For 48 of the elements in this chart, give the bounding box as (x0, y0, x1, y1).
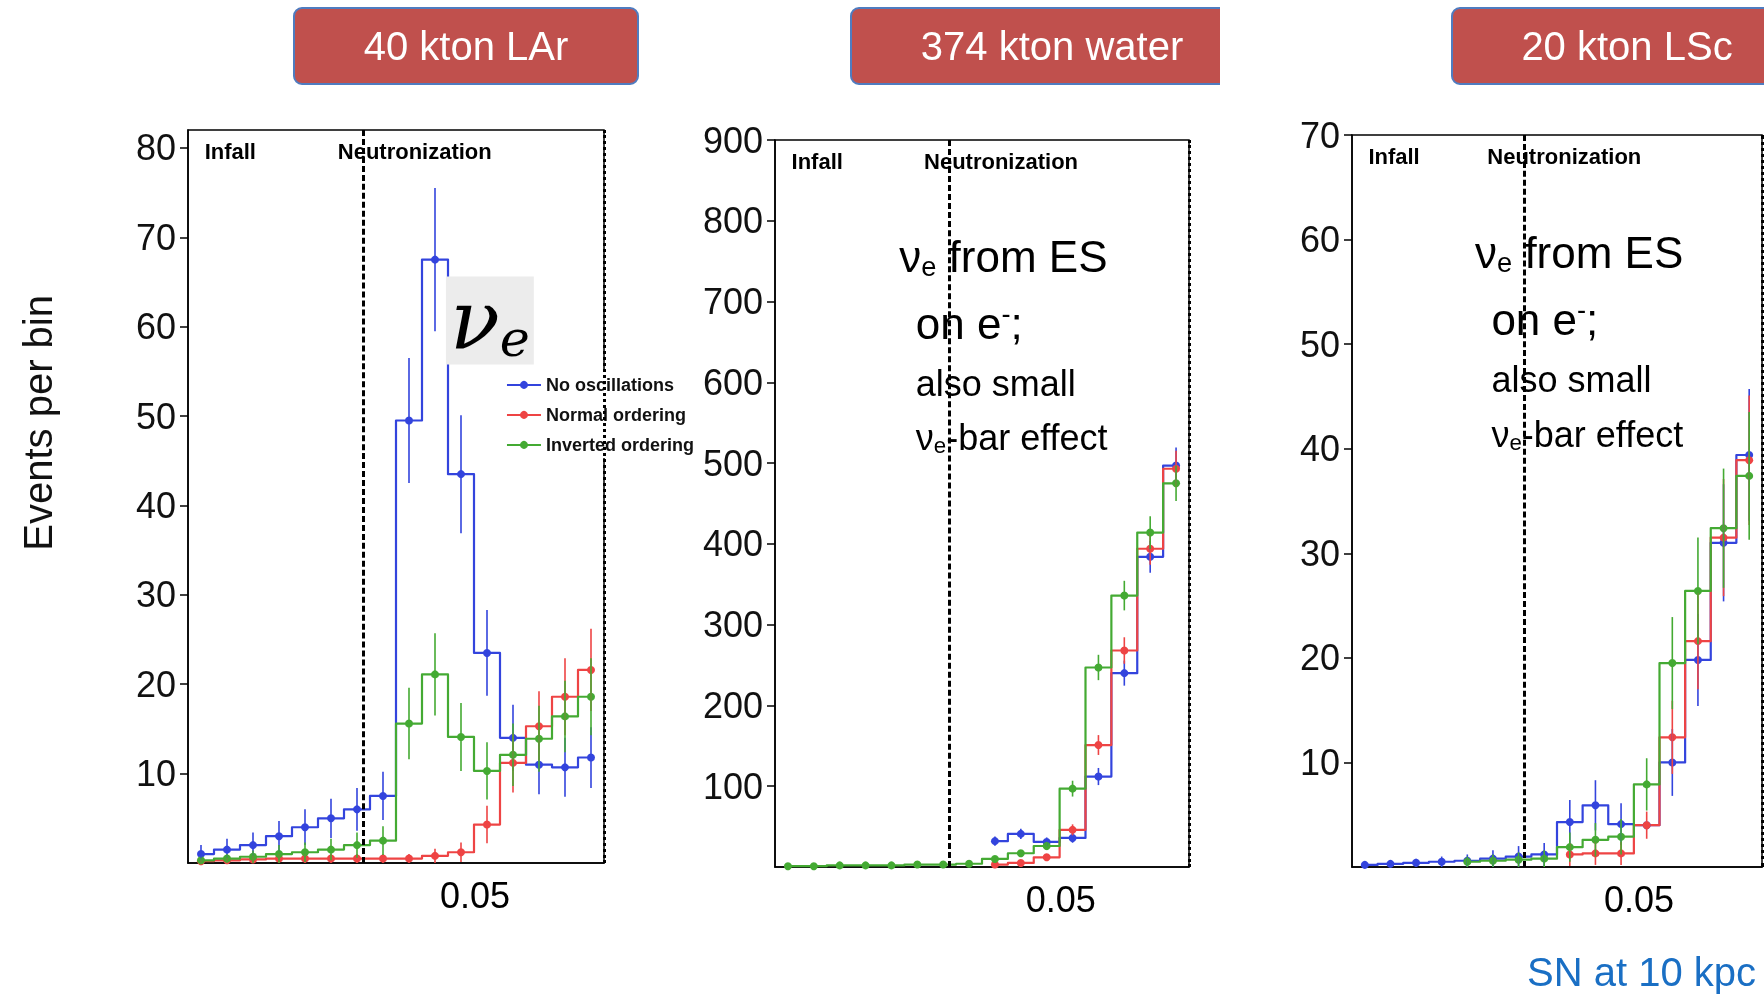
annotation: Neutronization (1487, 144, 1642, 170)
annotation: also small (915, 362, 1076, 404)
chart-title: 374 kton water (920, 24, 1184, 68)
y-tick-label: 20 (135, 663, 176, 705)
y-tick-label: 20 (1299, 637, 1340, 679)
y-tick-label: 700 (702, 281, 763, 323)
y-tick-label: 600 (702, 361, 763, 403)
y-tick-label: 10 (1299, 741, 1340, 783)
y-tick-label: 40 (135, 484, 176, 526)
y-tick-label: 30 (1299, 532, 1340, 574)
y-tick-label: 100 (702, 765, 763, 807)
y-tick-label: 500 (702, 442, 763, 484)
text: 0.05 (1603, 878, 1675, 920)
annotation: also small (1491, 359, 1652, 401)
y-tick-label: 40 (1299, 428, 1340, 470)
text: 0.05 (440, 874, 511, 916)
annotation: Neutronization (337, 139, 492, 165)
y-tick-label: 60 (135, 306, 176, 348)
chart-title: 20 kton LSc (1521, 24, 1733, 68)
chart-title: 40 kton LAr (363, 24, 569, 68)
text: SN at 10 kpc (1526, 950, 1756, 995)
y-tick-label: 400 (702, 523, 763, 565)
annotation: Infall (1368, 144, 1420, 170)
annotation: νe-bar effect (1491, 414, 1684, 456)
legend-label: Inverted ordering (545, 434, 695, 455)
annotation: νe (449, 273, 530, 369)
text: 0.05 (1025, 878, 1096, 920)
y-axis-title: Events per bin (16, 295, 60, 551)
y-tick-label: 60 (1299, 219, 1340, 261)
y-tick-label: 50 (135, 395, 176, 437)
annotation: Infall (791, 149, 843, 175)
annotation: on e-; (915, 297, 1023, 348)
annotation: on e-; (1491, 294, 1599, 344)
y-tick-label: 900 (702, 119, 763, 161)
y-tick-label: 10 (135, 753, 176, 795)
y-tick-label: 200 (702, 684, 763, 726)
y-tick-label: 70 (1299, 114, 1340, 156)
annotation: Infall (204, 139, 256, 165)
legend-label: No oscillations (545, 374, 675, 395)
y-tick-label: 300 (702, 604, 763, 646)
y-tick-label: 70 (135, 216, 176, 258)
annotation: Neutronization (924, 149, 1079, 175)
y-tick-label: 800 (702, 200, 763, 242)
y-tick-label: 30 (135, 574, 176, 616)
y-tick-label: 50 (1299, 323, 1340, 365)
legend-label: Normal ordering (545, 404, 687, 425)
y-tick-label: 80 (135, 127, 176, 169)
annotation: νe-bar effect (915, 417, 1108, 459)
